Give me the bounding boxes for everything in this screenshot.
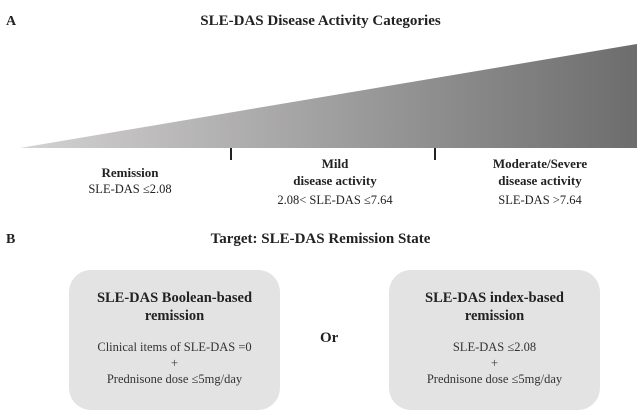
category-mild: Mild disease activity 2.08< SLE-DAS ≤7.6… (250, 155, 420, 209)
threshold-tick-7-64 (434, 148, 436, 160)
index-remission-criterion-1: SLE-DAS ≤2.08 (452, 340, 537, 354)
panel-b-label: B (6, 232, 16, 247)
threshold-tick-2-08 (230, 148, 232, 160)
index-remission-box: SLE-DAS index-based remission SLE-DAS ≤2… (389, 270, 600, 410)
panel-a-label: A (6, 14, 17, 29)
boolean-remission-box: SLE-DAS Boolean-based remission Clinical… (69, 270, 280, 410)
index-remission-title-1: SLE-DAS index-based (425, 290, 564, 306)
category-remission-title: Remission (101, 165, 159, 180)
category-moderate-severe: Moderate/Severe disease activity SLE-DAS… (450, 155, 630, 209)
panel-a-title: SLE-DAS Disease Activity Categories (200, 13, 441, 29)
boolean-remission-plus: + (170, 356, 179, 370)
category-mild-title-2: disease activity (293, 173, 377, 188)
category-remission-criterion: SLE-DAS ≤2.08 (88, 182, 172, 196)
category-mild-title-1: Mild (321, 156, 349, 171)
panel-b-title: Target: SLE-DAS Remission State (210, 231, 431, 247)
boolean-remission-criterion-2: Prednisone dose ≤5mg/day (106, 372, 243, 386)
index-remission-plus: + (490, 356, 499, 370)
boolean-remission-title-2: remission (144, 308, 205, 324)
index-remission-criterion-2: Prednisone dose ≤5mg/day (426, 372, 563, 386)
category-moderate-severe-title-1: Moderate/Severe (492, 156, 588, 171)
activity-gradient-triangle (20, 44, 637, 148)
category-moderate-severe-title-2: disease activity (498, 173, 582, 188)
category-mild-criterion: 2.08< SLE-DAS ≤7.64 (277, 193, 393, 207)
boolean-remission-criterion-1: Clinical items of SLE-DAS =0 (97, 340, 252, 354)
index-remission-title-2: remission (464, 308, 525, 324)
or-connector: Or (320, 330, 339, 346)
category-remission: Remission SLE-DAS ≤2.08 (50, 164, 210, 198)
category-moderate-severe-criterion: SLE-DAS >7.64 (498, 193, 582, 207)
boolean-remission-title-1: SLE-DAS Boolean-based (96, 290, 253, 306)
